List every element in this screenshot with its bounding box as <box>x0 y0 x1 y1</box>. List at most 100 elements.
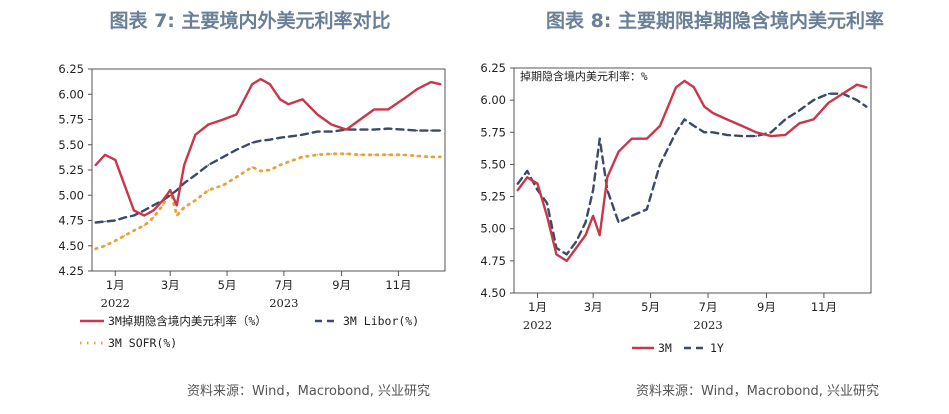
data-point <box>770 135 772 137</box>
data-point <box>387 127 390 130</box>
data-point <box>693 125 695 127</box>
y-tick-label: 5.75 <box>58 113 84 127</box>
data-point <box>176 204 178 207</box>
data-point <box>659 125 661 127</box>
data-point <box>617 150 620 153</box>
data-point <box>222 118 225 121</box>
legend-label: 3M <box>658 341 672 355</box>
data-point <box>114 239 117 242</box>
data-point <box>194 174 197 176</box>
data-point <box>279 136 281 139</box>
data-point <box>235 113 238 116</box>
data-point <box>183 206 185 209</box>
data-point <box>584 234 587 236</box>
data-point <box>359 154 362 156</box>
data-point <box>598 234 601 236</box>
data-point <box>430 156 432 158</box>
y-tick-label: 5.25 <box>58 163 84 177</box>
data-point <box>345 153 348 155</box>
x-year-label: 2023 <box>269 296 298 310</box>
data-point <box>606 189 609 191</box>
data-point <box>416 155 418 157</box>
data-point <box>222 184 225 186</box>
chart-7-title: 图表 7: 主要境内外美元利率对比 <box>109 10 391 32</box>
data-point <box>373 128 376 131</box>
data-point <box>330 153 333 155</box>
data-point <box>812 118 815 121</box>
data-point <box>755 131 757 134</box>
data-point <box>387 154 390 156</box>
data-point <box>251 83 253 85</box>
x-tick-label: 3月 <box>161 278 180 292</box>
data-point <box>536 189 539 191</box>
data-point <box>402 128 404 131</box>
data-point <box>194 199 197 202</box>
y-tick-label: 6.25 <box>480 61 506 75</box>
data-point <box>565 260 568 262</box>
data-point <box>856 83 858 86</box>
data-point <box>133 214 135 217</box>
data-point <box>712 112 714 114</box>
data-point <box>584 221 587 224</box>
y-tick-label: 6.25 <box>58 62 84 76</box>
data-point <box>555 253 558 256</box>
data-point <box>373 108 376 111</box>
data-point <box>152 209 155 212</box>
data-point <box>693 86 695 89</box>
data-point <box>517 182 519 185</box>
x-tick-label: 5月 <box>218 278 237 292</box>
y-tick-label: 5.50 <box>480 157 506 171</box>
data-point <box>301 98 304 101</box>
data-point <box>162 204 164 207</box>
data-point <box>726 118 728 121</box>
data-point <box>546 215 548 217</box>
data-point <box>741 135 743 137</box>
data-point <box>373 154 376 156</box>
data-point <box>675 131 677 134</box>
data-point <box>330 130 333 133</box>
unit-label: 掉期隐含境内美元利率：% <box>520 69 648 83</box>
data-point <box>162 199 164 202</box>
data-point <box>345 128 348 131</box>
x-tick-label: 5月 <box>641 300 660 314</box>
data-point <box>439 129 442 132</box>
series-line-2 <box>94 127 442 224</box>
data-point <box>416 129 418 132</box>
data-point <box>841 92 844 95</box>
y-tick-label: 6.00 <box>480 93 506 107</box>
data-point <box>703 105 706 108</box>
data-point <box>169 189 171 191</box>
data-point <box>104 154 106 156</box>
data-point <box>94 248 97 250</box>
data-point <box>430 81 432 83</box>
y-tick-label: 5.00 <box>480 222 506 236</box>
data-point <box>301 156 304 158</box>
data-point <box>316 154 319 156</box>
chart-7: 4.25 4.50 4.75 5.00 5.25 5.50 5.75 6.00 6.25 1月 3月… <box>58 62 446 350</box>
data-point <box>94 164 97 166</box>
data-point <box>592 189 594 191</box>
data-point <box>606 176 609 179</box>
data-point <box>402 98 404 101</box>
data-point <box>646 137 648 140</box>
data-point <box>251 166 253 168</box>
chart-8-title: 图表 8: 主要期限掉期隐含境内美元利率 <box>545 10 885 32</box>
data-point <box>133 229 135 232</box>
data-point <box>152 216 155 219</box>
data-point <box>359 128 362 131</box>
legend-label: 3M SOFR(%) <box>108 336 177 350</box>
data-point <box>526 176 528 179</box>
x-tick-label: 11月 <box>811 300 837 314</box>
data-point <box>235 176 238 178</box>
x-year-label: 2022 <box>523 318 552 332</box>
data-point <box>703 131 706 134</box>
data-point <box>269 83 271 85</box>
data-point <box>279 98 281 101</box>
data-point <box>683 80 686 82</box>
data-point <box>301 133 304 136</box>
data-point <box>183 182 185 184</box>
data-point <box>517 189 519 191</box>
series-line-1 <box>94 77 442 217</box>
data-point <box>726 134 728 136</box>
